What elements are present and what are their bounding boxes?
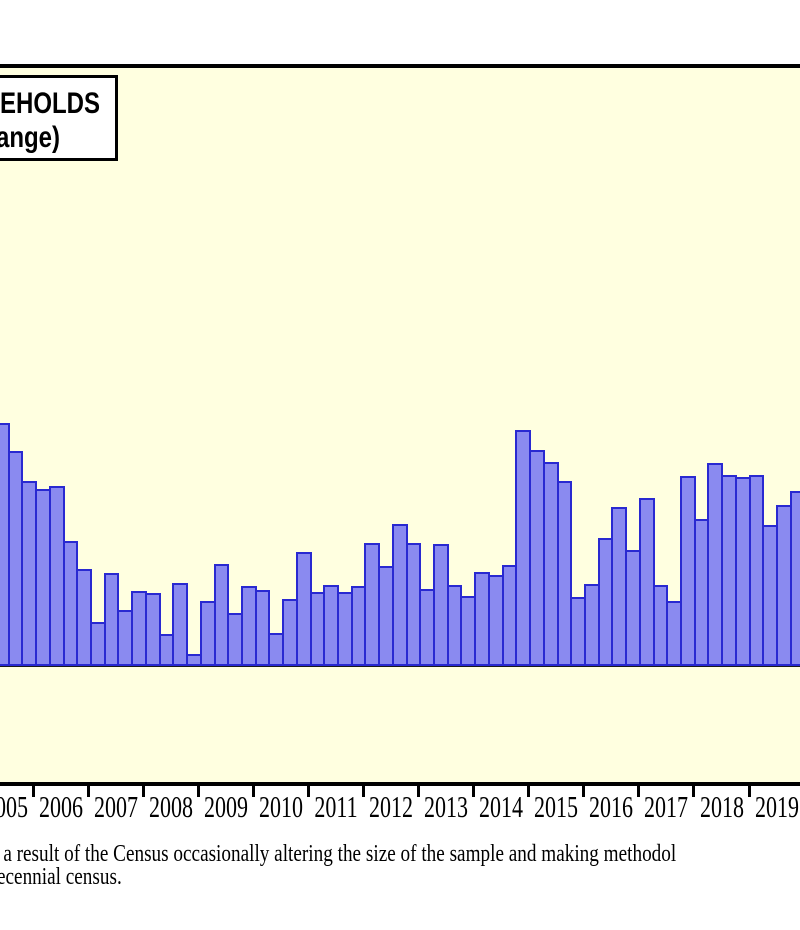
x-axis-tick: [692, 786, 696, 797]
chart-title-line1: EHOLDS: [0, 87, 101, 120]
year-label-2014: 2014: [479, 789, 524, 824]
plot-top-border: [0, 64, 800, 68]
plot-area: EHOLDS ange): [0, 68, 800, 782]
bar-2017-Q1: [638, 498, 655, 666]
year-label-2006: 2006: [39, 789, 84, 824]
bar-2008-Q3: [172, 583, 189, 666]
year-label-2017: 2017: [644, 789, 689, 824]
year-label-2018: 2018: [699, 789, 744, 824]
footnote-line1: e a result of the Census occasionally al…: [0, 841, 677, 867]
year-label-2016: 2016: [589, 789, 634, 824]
year-label-2011: 2011: [314, 789, 358, 824]
x-axis-tick: [142, 786, 146, 797]
x-axis-tick: [527, 786, 531, 797]
year-label-2012: 2012: [369, 789, 414, 824]
bar-2019-Q4: [789, 491, 800, 666]
bar-2008-Q1: [144, 593, 161, 666]
chart-title-box: [0, 75, 118, 161]
year-label-2013: 2013: [424, 789, 469, 824]
year-label-2008: 2008: [149, 789, 194, 824]
year-label-2010: 2010: [259, 789, 304, 824]
year-label-2019: 2019: [754, 789, 799, 824]
x-axis-tick: [417, 786, 421, 797]
x-axis-tick: [252, 786, 256, 797]
x-axis-tick: [197, 786, 201, 797]
year-label-2007: 2007: [94, 789, 139, 824]
year-label-2015: 2015: [534, 789, 579, 824]
bar-2006-Q4: [76, 569, 93, 666]
chart-title-line2: ange): [0, 121, 61, 154]
footnote-line2: ecennial census.: [0, 864, 122, 890]
x-axis-line: [0, 782, 800, 786]
bar-2015-Q3: [556, 481, 573, 666]
x-axis-tick: [582, 786, 586, 797]
year-label-2009: 2009: [204, 789, 249, 824]
zero-baseline: [0, 665, 800, 667]
x-axis-tick: [32, 786, 35, 797]
x-axis-tick: [362, 786, 366, 797]
year-label-2005: 2005: [0, 789, 29, 824]
bar-2010-Q1: [254, 590, 271, 666]
x-axis-tick: [307, 786, 311, 797]
x-axis-tick: [87, 786, 91, 797]
x-axis-tick: [472, 786, 476, 797]
x-axis-tick: [637, 786, 641, 797]
x-axis-tick: [747, 786, 751, 797]
